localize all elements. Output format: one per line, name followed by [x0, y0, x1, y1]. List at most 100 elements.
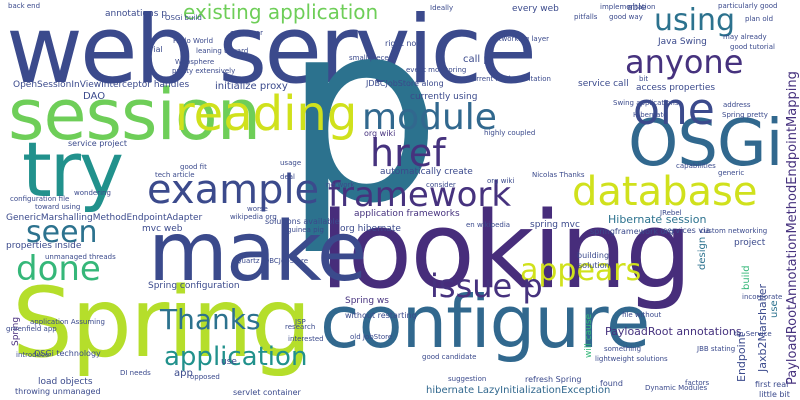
word-web-service: web service: [6, 0, 537, 105]
word-usage: networking layer: [490, 35, 550, 43]
word-en-wikipedia: wikipedia org: [230, 213, 277, 221]
word-load-objects: load objects: [38, 377, 93, 387]
word-websphere: Websphere: [175, 58, 215, 66]
word-done: done: [16, 249, 101, 289]
word-hibernate-session: Hibernate session: [608, 213, 707, 226]
word-springframework-org: JRebel: [660, 209, 682, 217]
word-factors: factors: [685, 379, 710, 387]
word-replace: good way: [609, 13, 643, 21]
word-jdbcjobstore: JDBCJobStore along: [366, 79, 444, 88]
word-custom-networking: network: [326, 181, 355, 189]
word-every-web: every web: [512, 4, 559, 14]
word-one: one: [633, 84, 715, 135]
word-spring: Spring: [12, 267, 312, 379]
word-dynamic: bit: [639, 75, 649, 83]
word-initialize-proxy: initialize proxy: [215, 81, 288, 92]
word-building: building: [577, 251, 610, 260]
word-tech-article: tech article: [155, 171, 195, 179]
word-use: use: [221, 357, 237, 367]
word-service-project: service project: [68, 139, 127, 148]
word-existing-application: existing application: [183, 0, 379, 24]
word-spring-mvc: spring mvc: [530, 220, 580, 230]
word-servlet-container: servlet container: [233, 388, 301, 397]
word-research: research: [285, 323, 316, 331]
word-bit: trial: [147, 45, 163, 54]
word-david-thanks: tm Service: [734, 330, 772, 338]
word-ideally: Ideally: [430, 4, 454, 12]
word-network: consider: [426, 181, 456, 189]
word-framework: framework: [328, 175, 512, 215]
word-use-spring: use: [769, 300, 780, 318]
word-trial: customer: [230, 29, 263, 37]
word-wikipedia-org: old JobStore: [350, 333, 393, 341]
word-toward-using: toward using: [35, 203, 81, 211]
word-osgi-ze: back end: [8, 2, 41, 10]
word-osgi-build: OSGi build: [165, 14, 202, 22]
word-spring-ws: Spring ws: [345, 296, 389, 306]
word-opensession: OpenSessionInViewInterceptor handles: [13, 80, 190, 90]
word-build: build: [741, 265, 752, 290]
word-java-swing: Java Swing: [658, 37, 707, 47]
word-interested: interested: [288, 335, 324, 343]
word-services-via: services via: [663, 226, 711, 235]
word-service-call: service call: [578, 79, 629, 89]
word-configure: configure: [320, 280, 650, 364]
word-first-real: first real: [755, 380, 789, 389]
word-solutions-available: lightweight solutions: [595, 355, 668, 363]
word-able: able: [627, 3, 647, 13]
word-right-now: right now: [385, 39, 423, 48]
word-quartz-jdbcjobstore: Quartz JDBCJobStore: [236, 257, 309, 265]
word-spring-pretty: Spring pretty: [722, 111, 768, 119]
word-pitfalls: capabilities: [676, 162, 716, 170]
word-suggestion: will cause: [584, 313, 594, 358]
word-seen: seen: [26, 215, 98, 250]
word-osgi-technology: OSGi technology: [34, 349, 101, 358]
word-org-wiki: org wiki: [364, 129, 396, 138]
word-good-way: generic: [718, 169, 745, 177]
word-jrebel: custom networking: [700, 227, 768, 235]
word-old-jobstore: without restarting: [345, 311, 417, 320]
word-file-without: something: [604, 345, 642, 353]
word-app: app: [174, 368, 193, 379]
word-example: example: [147, 167, 320, 213]
word-leaning-toward: leaning toward: [196, 47, 249, 55]
word-capabilities: JBB stating: [697, 345, 736, 353]
word-session: session: [8, 74, 261, 156]
word-event-monitoring: event monitoring: [406, 66, 467, 74]
word-mvc-web: mvc web: [142, 224, 183, 234]
word-appears: appears: [520, 253, 642, 288]
word-payloadroot-annotations: PayloadRoot annotations: [605, 325, 742, 338]
word-unmanaged-threads: unmanaged threads: [45, 253, 116, 261]
word-current-implementation: current implementation: [468, 75, 551, 83]
word-solution: solution: [578, 261, 610, 270]
word-implementation: implementation: [600, 3, 656, 11]
word-throwing-unmanaged: throwing unmanaged: [15, 387, 101, 396]
word-osgi: OSGi: [628, 107, 783, 181]
word-currently-using: currently using: [410, 92, 478, 102]
word-hibernate-lazy: hibernate LazyInitializationException: [426, 385, 611, 396]
word-small-piece: small piece: [349, 54, 389, 62]
word-href: href: [370, 131, 446, 175]
word-hello-world: Hello World: [173, 37, 214, 45]
word-lightweight-solutions: suggestion: [448, 375, 487, 383]
word-will-cause: file without: [622, 311, 662, 319]
word-particularly-good: particularly good: [718, 2, 778, 10]
word-wondering: wondering: [74, 189, 111, 197]
word-something: incorporate: [742, 293, 783, 301]
word-worse: guinea pig: [287, 226, 324, 234]
word-database: database: [572, 169, 758, 215]
word-spring-configuration: Spring configuration: [148, 281, 240, 291]
word-jsp: JSP: [295, 318, 306, 326]
word-without-restarting: solutions available: [265, 217, 340, 226]
word-whole-thing: DI needs: [120, 369, 151, 377]
word-generic-marshalling: GenericMarshallingMethodEndpointAdapter: [6, 213, 203, 223]
word-using-commonj: en wikipedia: [466, 221, 511, 229]
word-found: found: [600, 379, 623, 388]
word-reading: reading: [175, 86, 358, 142]
word-container: introduce: [16, 351, 50, 359]
word-properties-inside: properties inside: [6, 241, 82, 251]
word-using: using: [654, 3, 736, 38]
word-access-properties: access properties: [636, 83, 716, 93]
word-application: application: [164, 342, 308, 372]
